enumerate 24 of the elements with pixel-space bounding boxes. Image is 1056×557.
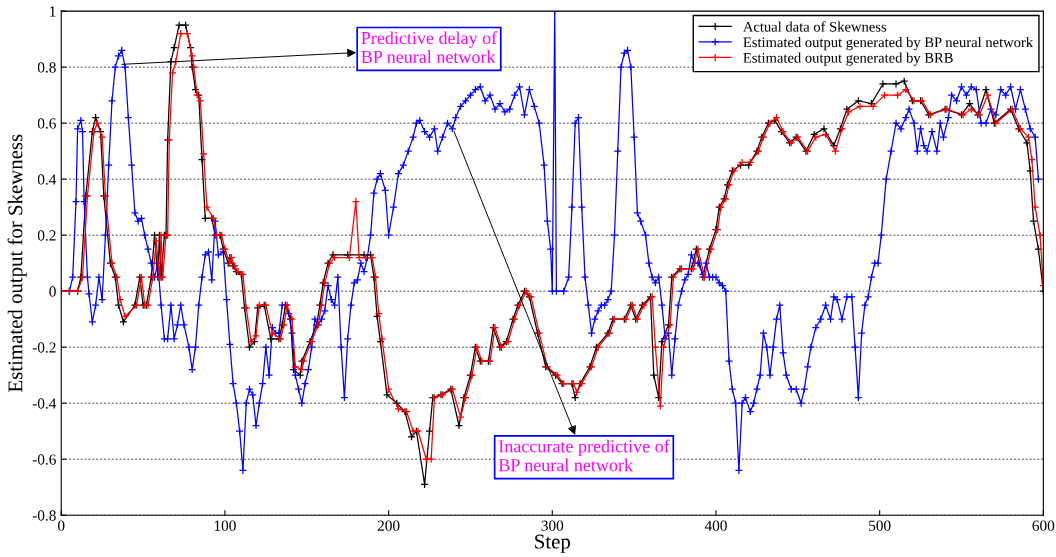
x-tick-label: 0 — [58, 520, 65, 531]
x-tick-label: 500 — [869, 520, 891, 531]
annotation: Inaccurate predictive of BP neural network — [498, 439, 670, 472]
y-tick-label: -0.8 — [32, 510, 56, 521]
y-tick-label: 1 — [50, 6, 56, 17]
y-tick-label: -0.2 — [32, 342, 56, 353]
x-tick-label: 200 — [377, 520, 400, 531]
y-tick-label: 0.4 — [37, 174, 57, 185]
annotation: Predictive delay of BP neural network — [361, 31, 498, 64]
x-tick-label: 100 — [214, 520, 236, 531]
y-tick-label: 0.8 — [37, 62, 56, 73]
y-tick-label: -0.6 — [32, 454, 56, 465]
x-tick-label: 400 — [704, 520, 727, 531]
x-tick-label: 300 — [541, 520, 564, 531]
y-tick-label: -0.4 — [32, 398, 57, 409]
x-axis-title: Step — [535, 534, 570, 553]
legend-label: Estimated output generated by BRB — [743, 52, 953, 66]
legend-label: Actual data of Skewness — [743, 21, 887, 32]
legend-label: Estimated output generated by BP neural network — [743, 36, 1034, 51]
x-tick-label: 600 — [1032, 520, 1055, 531]
y-tick-label: 0 — [49, 286, 56, 297]
y-axis-title: Estimated output for Skewness — [7, 134, 27, 392]
y-tick-label: 0.2 — [37, 230, 56, 241]
y-tick-label: 0.6 — [37, 118, 56, 129]
